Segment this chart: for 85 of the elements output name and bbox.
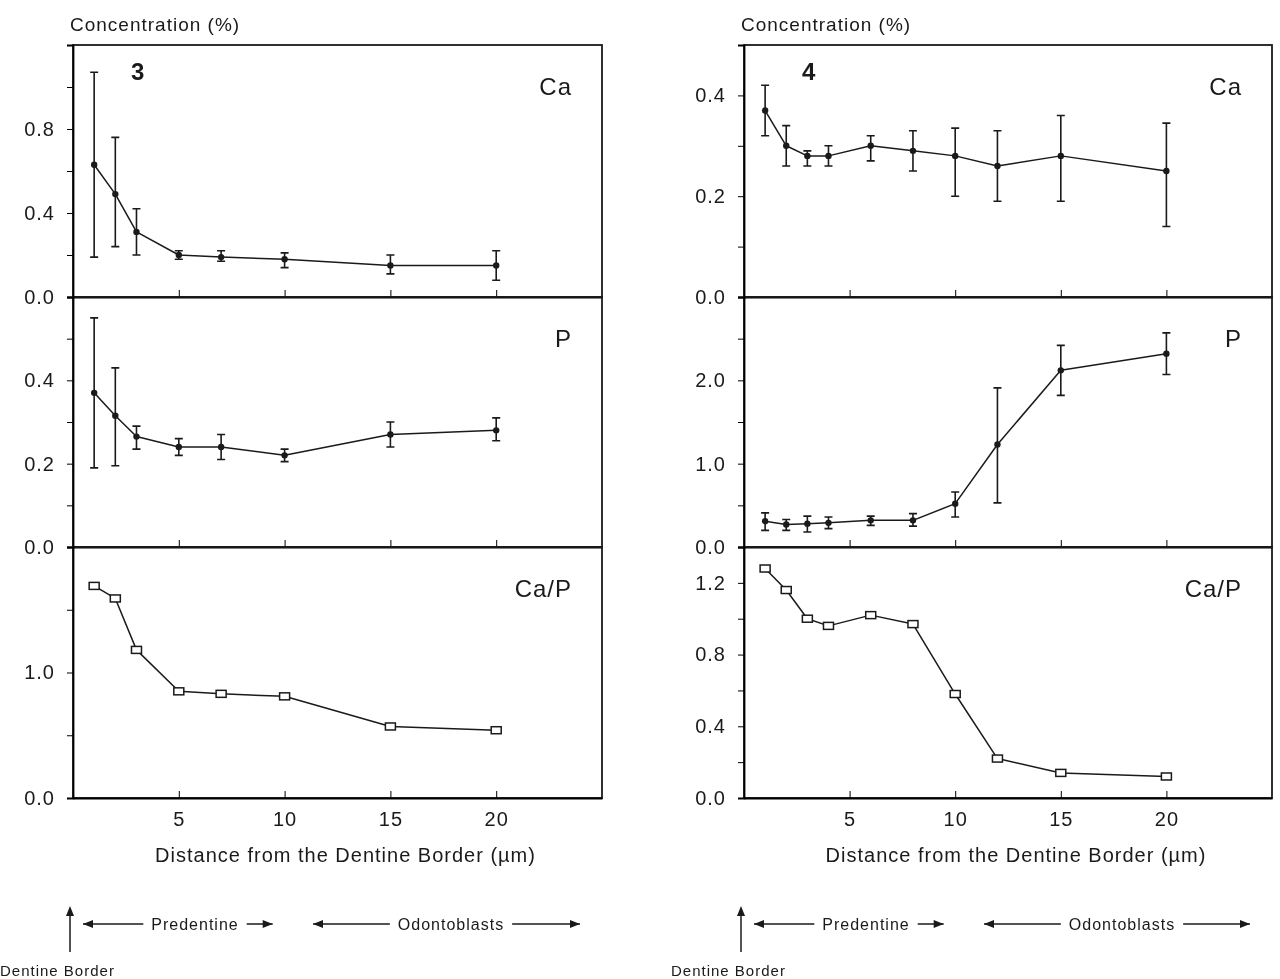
y-tick-label: 0.0	[695, 285, 726, 308]
y-tick-label: 0.4	[24, 201, 55, 224]
point	[952, 152, 959, 160]
point	[175, 443, 182, 451]
text: Ca/P	[514, 575, 572, 602]
text: Ca	[1209, 73, 1242, 100]
point	[759, 564, 771, 573]
point	[761, 107, 769, 114]
text: Odontoblasts	[1068, 916, 1176, 933]
point	[130, 645, 143, 655]
y-tick-label: 1.0	[695, 452, 726, 475]
y-axis-title: Concentration (%)	[741, 14, 912, 35]
y-axis-title: Concentration (%)	[70, 14, 241, 35]
x-tick-label: 5	[173, 808, 186, 831]
point	[112, 412, 119, 419]
y-tick-label: 0.4	[695, 84, 726, 107]
point	[909, 147, 917, 155]
point	[493, 262, 500, 269]
point	[949, 689, 961, 699]
point	[783, 142, 790, 149]
y-tick-label: 0.4	[695, 715, 726, 738]
y-tick-label: 0.0	[24, 535, 55, 558]
y-tick-label: 0.2	[24, 452, 55, 475]
y-tick-label: 2.0	[695, 369, 726, 392]
text: Predentine	[151, 916, 239, 933]
x-axis-title: Distance from the Dentine Border (µm)	[155, 844, 536, 866]
point	[1057, 152, 1064, 160]
point	[825, 152, 832, 160]
point	[387, 262, 394, 269]
point	[804, 520, 811, 527]
point	[1163, 350, 1170, 357]
text: P	[554, 325, 572, 352]
y-tick-label: 0.0	[24, 285, 55, 308]
x-tick-label: 20	[1154, 808, 1180, 831]
point	[215, 689, 227, 699]
x-tick-label: 10	[943, 808, 968, 831]
point	[387, 431, 394, 438]
text: Ca	[539, 73, 572, 100]
text: Dentine Border	[0, 962, 115, 979]
point	[952, 500, 959, 507]
point	[173, 687, 185, 696]
x-tick-label: 20	[484, 808, 509, 831]
point	[90, 161, 98, 168]
point	[1055, 768, 1067, 778]
x-tick-label: 5	[844, 808, 857, 831]
point	[994, 162, 1001, 170]
x-tick-label: 15	[378, 808, 404, 831]
y-tick-label: 0.0	[695, 535, 726, 558]
point	[907, 619, 919, 629]
point	[133, 433, 140, 440]
annotation: 4	[802, 58, 817, 85]
point	[822, 621, 835, 631]
point	[217, 443, 225, 451]
y-tick-label: 0.8	[695, 643, 726, 666]
point	[761, 517, 769, 525]
point	[133, 228, 140, 236]
point	[88, 581, 100, 591]
text: Odontoblasts	[397, 916, 505, 933]
text: Predentine	[822, 916, 910, 933]
text: Dentine Border	[671, 962, 786, 979]
annotation: 3	[131, 58, 146, 85]
y-tick-label: 1.2	[695, 571, 726, 594]
x-tick-label: 15	[1049, 808, 1074, 831]
y-tick-label: 0.0	[695, 786, 726, 809]
x-tick-label: 10	[272, 808, 298, 831]
point	[281, 256, 288, 263]
point	[994, 441, 1001, 448]
y-tick-label: 1.0	[24, 661, 55, 684]
point	[493, 427, 500, 434]
text: P	[1224, 325, 1242, 352]
point	[864, 610, 877, 620]
point	[490, 725, 502, 735]
point	[867, 142, 874, 149]
point	[1057, 367, 1064, 374]
y-tick-label: 0.4	[24, 369, 55, 392]
text: Ca/P	[1184, 575, 1242, 602]
point	[1163, 167, 1170, 175]
point	[780, 585, 792, 595]
x-axis-title: Distance from the Dentine Border (µm)	[825, 844, 1207, 866]
point	[90, 389, 98, 397]
point	[804, 152, 811, 160]
y-tick-label: 0.0	[24, 786, 55, 809]
y-tick-label: 0.2	[695, 185, 726, 208]
y-tick-label: 0.8	[24, 117, 55, 140]
point	[112, 190, 119, 198]
